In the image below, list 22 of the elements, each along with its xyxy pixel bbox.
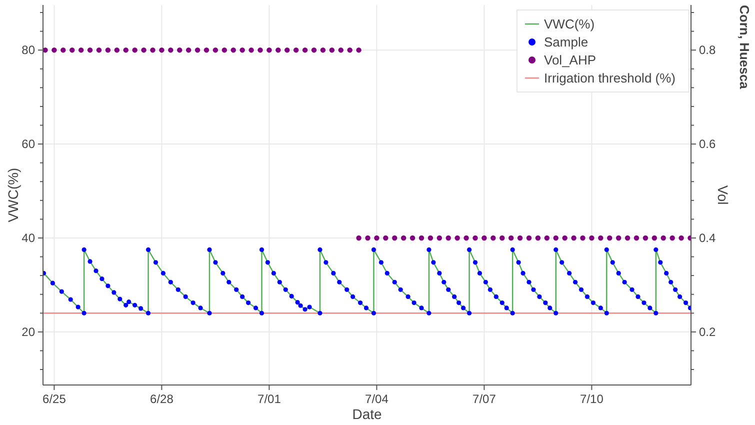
y-tick-label: 60 [22, 137, 36, 152]
y2-axis-title: Vol [715, 185, 731, 205]
y2-tick-label: 0.8 [699, 43, 716, 58]
x-tick-label: 7/10 [580, 392, 604, 406]
x-tick-label: 6/28 [150, 392, 174, 406]
x-tick-label: 7/01 [258, 392, 282, 406]
x-tick-label: 7/07 [472, 392, 496, 406]
y-axis-title: VWC(%) [5, 168, 21, 222]
x-tick-label: 7/04 [365, 392, 389, 406]
legend-label: Vol_AHP [544, 52, 596, 68]
y2-tick-label: 0.2 [699, 324, 716, 339]
x-axis-title: Date [352, 406, 382, 422]
y-tick-label: 80 [22, 43, 36, 58]
legend-label: Irrigation threshold (%) [544, 70, 676, 86]
x-tick-label: 6/25 [42, 392, 66, 406]
text: Corn, Huesca [737, 5, 752, 90]
legend-label: Sample [544, 34, 588, 50]
y2-tick-label: 0.4 [699, 230, 716, 245]
legend-label: VWC(%) [544, 16, 595, 32]
y-tick-label: 40 [22, 230, 36, 245]
y-tick-label: 20 [22, 324, 36, 339]
y2-tick-label: 0.6 [699, 137, 716, 152]
